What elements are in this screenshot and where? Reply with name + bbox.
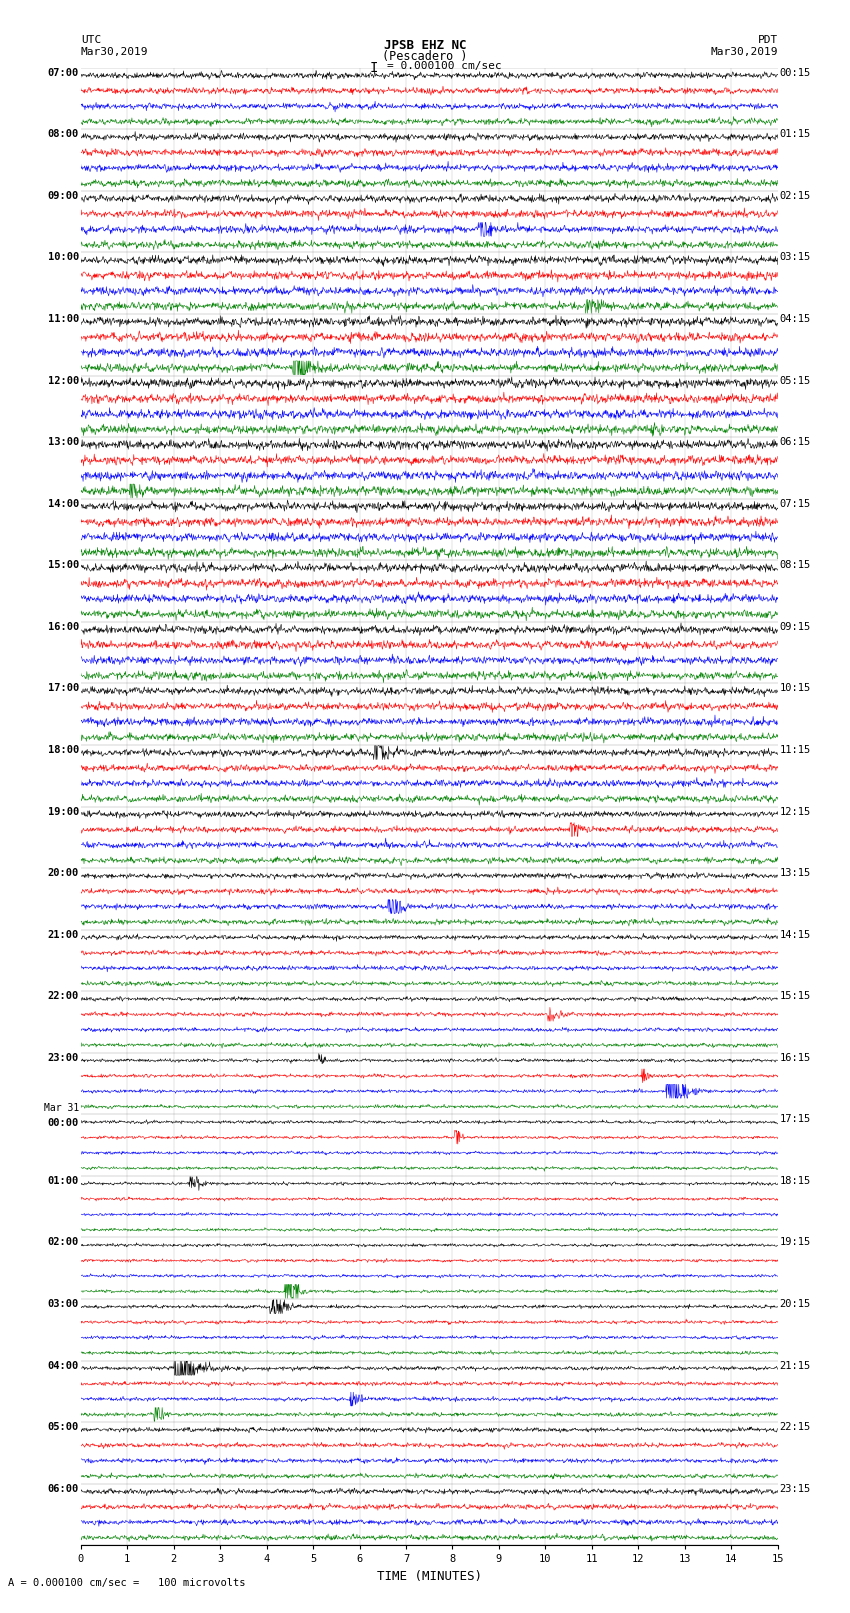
Text: 16:00: 16:00 <box>48 621 79 632</box>
Text: 18:15: 18:15 <box>779 1176 811 1186</box>
Text: 21:15: 21:15 <box>779 1361 811 1371</box>
Text: 10:00: 10:00 <box>48 253 79 263</box>
Text: 20:00: 20:00 <box>48 868 79 877</box>
Text: 16:15: 16:15 <box>779 1053 811 1063</box>
Text: 11:15: 11:15 <box>779 745 811 755</box>
Text: 22:00: 22:00 <box>48 990 79 1002</box>
Text: 08:15: 08:15 <box>779 560 811 571</box>
X-axis label: TIME (MINUTES): TIME (MINUTES) <box>377 1569 482 1582</box>
Text: 09:15: 09:15 <box>779 621 811 632</box>
Text: 04:00: 04:00 <box>48 1361 79 1371</box>
Text: 05:15: 05:15 <box>779 376 811 386</box>
Text: 03:15: 03:15 <box>779 253 811 263</box>
Text: 20:15: 20:15 <box>779 1298 811 1310</box>
Text: UTC: UTC <box>81 35 101 45</box>
Text: 18:00: 18:00 <box>48 745 79 755</box>
Text: 12:15: 12:15 <box>779 806 811 816</box>
Text: 15:15: 15:15 <box>779 990 811 1002</box>
Text: 10:15: 10:15 <box>779 684 811 694</box>
Text: 19:00: 19:00 <box>48 806 79 816</box>
Text: 00:00: 00:00 <box>48 1118 79 1127</box>
Text: 14:15: 14:15 <box>779 929 811 940</box>
Text: 11:00: 11:00 <box>48 315 79 324</box>
Text: 23:15: 23:15 <box>779 1484 811 1494</box>
Text: 06:15: 06:15 <box>779 437 811 447</box>
Text: 02:00: 02:00 <box>48 1237 79 1247</box>
Text: (Pescadero ): (Pescadero ) <box>382 50 468 63</box>
Text: 00:15: 00:15 <box>779 68 811 77</box>
Text: 08:00: 08:00 <box>48 129 79 139</box>
Text: 09:00: 09:00 <box>48 190 79 202</box>
Text: 03:00: 03:00 <box>48 1298 79 1310</box>
Text: 14:00: 14:00 <box>48 498 79 508</box>
Text: 19:15: 19:15 <box>779 1237 811 1247</box>
Text: 01:15: 01:15 <box>779 129 811 139</box>
Text: 04:15: 04:15 <box>779 315 811 324</box>
Text: PDT: PDT <box>757 35 778 45</box>
Text: 07:15: 07:15 <box>779 498 811 508</box>
Text: 05:00: 05:00 <box>48 1423 79 1432</box>
Text: JPSB EHZ NC: JPSB EHZ NC <box>383 39 467 52</box>
Text: 12:00: 12:00 <box>48 376 79 386</box>
Text: 23:00: 23:00 <box>48 1053 79 1063</box>
Text: = 0.000100 cm/sec: = 0.000100 cm/sec <box>387 61 501 71</box>
Text: 15:00: 15:00 <box>48 560 79 571</box>
Text: 17:15: 17:15 <box>779 1115 811 1124</box>
Text: Mar30,2019: Mar30,2019 <box>81 47 148 56</box>
Text: I: I <box>370 61 378 76</box>
Text: Mar30,2019: Mar30,2019 <box>711 47 778 56</box>
Text: 06:00: 06:00 <box>48 1484 79 1494</box>
Text: 17:00: 17:00 <box>48 684 79 694</box>
Text: Mar 31: Mar 31 <box>44 1103 79 1113</box>
Text: 22:15: 22:15 <box>779 1423 811 1432</box>
Text: 21:00: 21:00 <box>48 929 79 940</box>
Text: 02:15: 02:15 <box>779 190 811 202</box>
Text: A = 0.000100 cm/sec =   100 microvolts: A = 0.000100 cm/sec = 100 microvolts <box>8 1578 246 1587</box>
Text: 13:00: 13:00 <box>48 437 79 447</box>
Text: 01:00: 01:00 <box>48 1176 79 1186</box>
Text: 07:00: 07:00 <box>48 68 79 77</box>
Text: 13:15: 13:15 <box>779 868 811 877</box>
